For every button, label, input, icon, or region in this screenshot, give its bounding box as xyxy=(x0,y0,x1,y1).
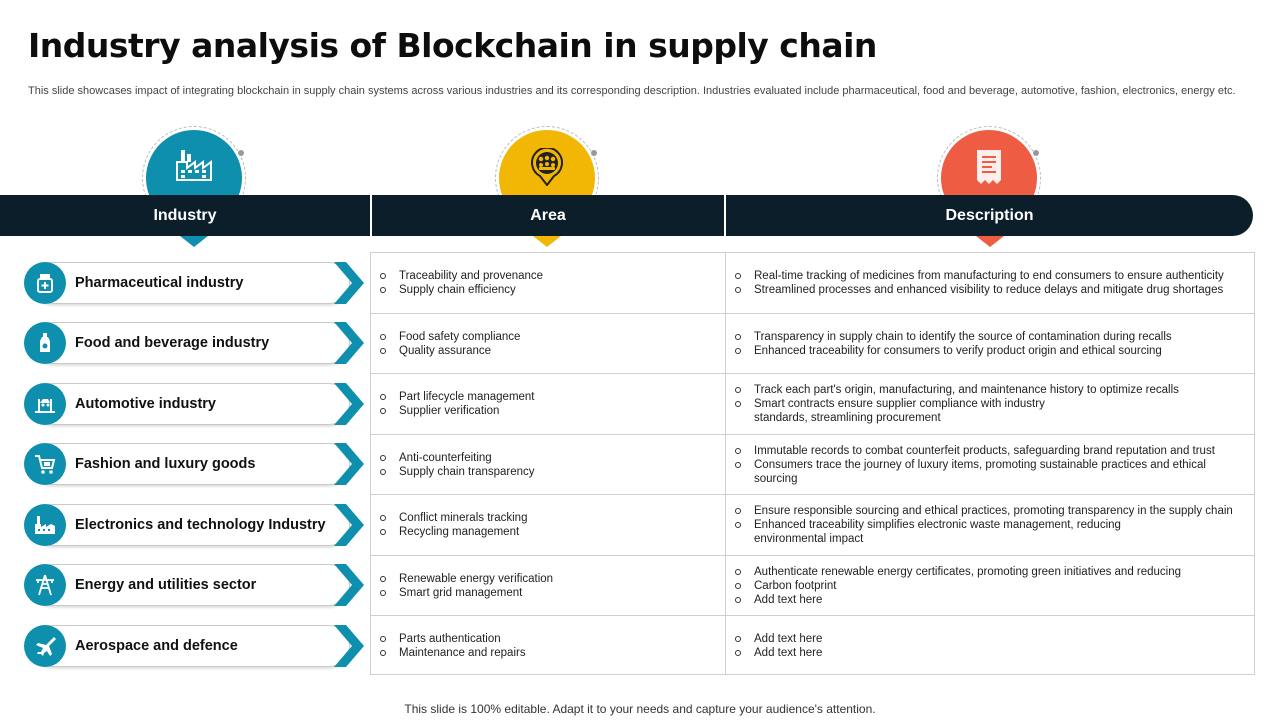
table-row-divider xyxy=(370,313,1255,314)
header-industry: Industry xyxy=(153,206,217,224)
description-item: Add text here xyxy=(735,632,1250,646)
area-cell: Parts authentication Maintenance and repa… xyxy=(380,616,720,675)
header-description: Description xyxy=(945,206,1034,224)
description-item: Enhanced traceability for consumers to v… xyxy=(735,344,1250,358)
chevron-right-icon xyxy=(334,383,364,425)
table-row-divider xyxy=(370,373,1255,374)
area-item: Parts authentication xyxy=(380,632,720,646)
area-item: Maintenance and repairs xyxy=(380,646,720,660)
data-table xyxy=(370,252,1255,675)
description-item: Add text here xyxy=(735,646,1250,660)
area-item: Anti-counterfeiting xyxy=(380,451,720,465)
description-item: Authenticate renewable energy certificat… xyxy=(735,565,1250,579)
industry-label: Fashion and luxury goods xyxy=(75,456,256,472)
header-pointer xyxy=(533,236,561,247)
area-item: Renewable energy verification xyxy=(380,572,720,586)
area-item: Quality assurance xyxy=(380,344,720,358)
description-item: Immutable records to combat counterfeit … xyxy=(735,444,1245,458)
area-ring-dot xyxy=(591,150,597,156)
power-tower-icon xyxy=(24,564,66,606)
food-beverage-icon xyxy=(24,322,66,364)
industry-row: Aerospace and defence xyxy=(22,625,364,669)
area-cell: Conflict minerals tracking Recycling mana… xyxy=(380,495,720,555)
chevron-right-icon xyxy=(334,443,364,485)
area-item: Food safety compliance xyxy=(380,330,720,344)
electronics-factory-icon xyxy=(24,504,66,546)
area-item: Conflict minerals tracking xyxy=(380,511,720,525)
chevron-right-icon xyxy=(334,504,364,546)
footer-note: This slide is 100% editable. Adapt it to… xyxy=(404,702,876,716)
description-item: Smart contracts ensure supplier complian… xyxy=(735,397,1074,425)
description-cell: Transparency in supply chain to identify… xyxy=(735,314,1250,373)
description-item: Carbon footprint xyxy=(735,579,1250,593)
table-row-divider xyxy=(370,615,1255,616)
medicine-icon xyxy=(24,262,66,304)
industry-label: Aerospace and defence xyxy=(75,638,238,654)
chevron-right-icon xyxy=(334,564,364,606)
description-cell: Immutable records to combat counterfeit … xyxy=(735,435,1245,494)
table-row-divider xyxy=(370,494,1255,495)
area-item: Traceability and provenance xyxy=(380,269,720,283)
header-divider xyxy=(370,195,372,236)
header-divider xyxy=(724,195,726,236)
area-cell: Anti-counterfeiting Supply chain transpar… xyxy=(380,435,720,494)
description-item: Ensure responsible sourcing and ethical … xyxy=(735,504,1255,518)
jet-plane-icon xyxy=(24,625,66,667)
area-cell: Part lifecycle management Supplier verifi… xyxy=(380,374,720,434)
industry-label: Automotive industry xyxy=(75,396,216,412)
header-area: Area xyxy=(530,206,566,224)
industry-label: Food and beverage industry xyxy=(75,335,270,351)
area-cell: Renewable energy verification Smart grid … xyxy=(380,556,720,615)
chevron-right-icon xyxy=(334,262,364,304)
description-cell: Add text here Add text here xyxy=(735,616,1250,675)
description-item: Track each part's origin, manufacturing,… xyxy=(735,383,1205,397)
page-subtitle: This slide showcases impact of integrati… xyxy=(28,85,1236,97)
chevron-right-icon xyxy=(334,322,364,364)
shopping-cart-icon xyxy=(24,443,66,485)
header-pointer xyxy=(180,236,208,247)
description-item: Transparency in supply chain to identify… xyxy=(735,330,1250,344)
area-item: Supply chain efficiency xyxy=(380,283,720,297)
area-cell: Food safety compliance Quality assurance xyxy=(380,314,720,373)
car-lift-icon xyxy=(24,383,66,425)
table-header-bar xyxy=(0,195,1253,236)
description-item: Real-time tracking of medicines from man… xyxy=(735,269,1255,283)
industry-row: Electronics and technology Industry xyxy=(22,504,364,548)
industry-label: Electronics and technology Industry xyxy=(75,517,326,533)
area-item: Supplier verification xyxy=(380,404,720,418)
area-item: Part lifecycle management xyxy=(380,390,720,404)
table-row-divider xyxy=(370,555,1255,556)
description-item: Streamlined processes and enhanced visib… xyxy=(735,283,1255,297)
description-item: Add text here xyxy=(735,593,1250,607)
industry-row: Food and beverage industry xyxy=(22,322,364,366)
description-item: Enhanced traceability simplifies electro… xyxy=(735,518,1164,546)
table-column-divider xyxy=(725,252,726,675)
header-pointer xyxy=(976,236,1004,247)
industry-row: Pharmaceutical industry xyxy=(22,262,364,306)
area-item: Recycling management xyxy=(380,525,720,539)
area-item: Smart grid management xyxy=(380,586,720,600)
page-title: Industry analysis of Blockchain in suppl… xyxy=(28,26,877,65)
description-cell: Ensure responsible sourcing and ethical … xyxy=(735,495,1255,555)
description-item: Consumers trace the journey of luxury it… xyxy=(735,458,1214,486)
description-cell: Track each part's origin, manufacturing,… xyxy=(735,374,1205,434)
industry-row: Automotive industry xyxy=(22,383,364,427)
industry-row: Energy and utilities sector xyxy=(22,564,364,608)
industry-ring-dot xyxy=(238,150,244,156)
chevron-right-icon xyxy=(334,625,364,667)
description-cell: Real-time tracking of medicines from man… xyxy=(735,253,1255,313)
area-item: Supply chain transparency xyxy=(380,465,720,479)
description-ring-dot xyxy=(1033,150,1039,156)
description-cell: Authenticate renewable energy certificat… xyxy=(735,556,1250,615)
industry-label: Pharmaceutical industry xyxy=(75,275,244,291)
industry-label: Energy and utilities sector xyxy=(75,577,257,593)
table-row-divider xyxy=(370,434,1255,435)
industry-row: Fashion and luxury goods xyxy=(22,443,364,487)
area-cell: Traceability and provenance Supply chain … xyxy=(380,253,720,313)
